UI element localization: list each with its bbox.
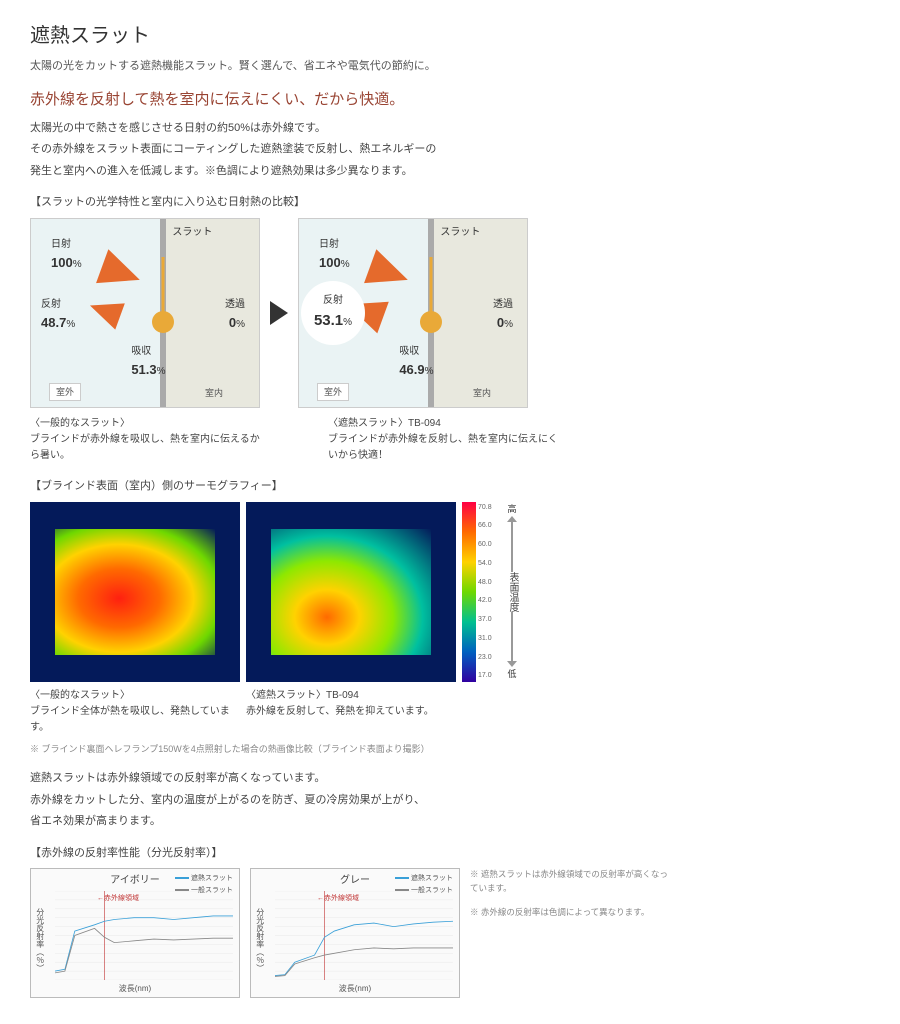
diagram-standard-slat: スラット 日射 100% 反射 48.7% 透過 0% 吸収 51.3% 室外 … xyxy=(30,218,260,408)
thermo-row: 70.866.060.054.048.042.037.031.023.017.0… xyxy=(30,502,870,682)
sunlight-label: 日射 100% xyxy=(51,237,82,274)
slat-label: スラット xyxy=(440,225,480,241)
chart-x-label: 波長(nm) xyxy=(119,983,151,996)
thermo-section-label: 【ブラインド表面（室内）側のサーモグラフィー】 xyxy=(30,478,870,496)
thermo-captions: 〈一般的なスラット〉 ブラインド全体が熱を吸収し、発熱しています。 〈遮熱スラッ… xyxy=(30,688,870,736)
chart-title: グレー xyxy=(340,873,370,889)
reflect-label: 反射 48.7% xyxy=(41,297,75,334)
thermo-caption-right: 〈遮熱スラット〉TB-094 赤外線を反射して、発熱を抑えています。 xyxy=(246,688,456,736)
chart-title: アイボリー xyxy=(110,873,160,889)
chart-gray: グレー 遮熱スラット 一般スラット ←赤外線領域 分光反射率（％） 波長(nm) xyxy=(250,868,460,998)
chart-notes: ※ 遮熱スラットは赤外線領域での反射率が高くなっています。 ※ 赤外線の反射率は… xyxy=(470,868,670,919)
heading-red: 赤外線を反射して熱を室内に伝えにくい、だから快適。 xyxy=(30,88,870,112)
body-line-3: 発生と室内への進入を低減します。※色調により遮熱効果は多少異なります。 xyxy=(30,163,870,181)
page-title: 遮熱スラット xyxy=(30,20,870,52)
comparison-arrow-icon xyxy=(270,301,288,325)
chart-y-label: 分光反射率（％） xyxy=(253,908,266,972)
sunlight-label: 日射 100% xyxy=(319,237,350,274)
body-line-1: 太陽光の中で熱さを感じさせる日射の約50%は赤外線です。 xyxy=(30,120,870,138)
chart-ivory: アイボリー 遮熱スラット 一般スラット ←赤外線領域 分光反射率（％） 波長(n… xyxy=(30,868,240,998)
diagram-caption-right: 〈遮熱スラット〉TB-094 ブラインドが赤外線を反射し、熱を室内に伝えにくいか… xyxy=(328,416,558,464)
charts-section-label: 【赤外線の反射率性能（分光反射率）】 xyxy=(30,845,870,863)
indoor-badge: 室内 xyxy=(467,385,497,401)
diagram-heat-slat: スラット 日射 100% 反射 53.1% 透過 0% 吸収 46.9% 室外 … xyxy=(298,218,528,408)
thermo-footnote: ※ ブラインド裏面ヘレフランプ150Wを4点照射した場合の熱画像比較（ブラインド… xyxy=(30,742,870,756)
slat-label: スラット xyxy=(172,225,212,241)
thermo-scale-axis: 高 表面温度 低 xyxy=(504,502,520,682)
thermo-caption-left: 〈一般的なスラット〉 ブラインド全体が熱を吸収し、発熱しています。 xyxy=(30,688,240,736)
diagram-caption-left: 〈一般的なスラット〉 ブラインドが赤外線を吸収し、熱を室内に伝えるから暑い。 xyxy=(30,416,260,464)
chart-x-label: 波長(nm) xyxy=(339,983,371,996)
lower-text-2: 赤外線をカットした分、室内の温度が上がるのを防ぎ、夏の冷房効果が上がり、 xyxy=(30,792,870,810)
scale-ticks: 70.866.060.054.048.042.037.031.023.017.0 xyxy=(476,502,492,682)
chart-svg-gray xyxy=(275,891,453,980)
lower-text-3: 省エネ効果が高まります。 xyxy=(30,813,870,831)
page-subtitle: 太陽の光をカットする遮熱機能スラット。賢く選んで、省エネや電気代の節約に。 xyxy=(30,58,870,76)
diagrams-section-label: 【スラットの光学特性と室内に入り込む日射熱の比較】 xyxy=(30,194,870,212)
indoor-badge: 室内 xyxy=(199,385,229,401)
transmit-label: 透過 0% xyxy=(225,297,245,334)
lower-text-1: 遮熱スラットは赤外線領域での反射率が高くなっています。 xyxy=(30,770,870,788)
outdoor-badge: 室外 xyxy=(317,383,349,401)
absorb-label: 吸収 51.3% xyxy=(131,344,165,381)
chart-y-label: 分光反射率（％） xyxy=(33,908,46,972)
outdoor-badge: 室外 xyxy=(49,383,81,401)
thermo-color-scale: 70.866.060.054.048.042.037.031.023.017.0 xyxy=(462,502,494,682)
scale-axis-label: 表面温度 xyxy=(504,572,520,612)
reflect-highlight: 反射 53.1% xyxy=(301,281,365,345)
chart-svg-ivory xyxy=(55,891,233,980)
thermo-image-heat-slat xyxy=(246,502,456,682)
thermo-image-standard xyxy=(30,502,240,682)
diagrams-row: スラット 日射 100% 反射 48.7% 透過 0% 吸収 51.3% 室外 … xyxy=(30,218,870,408)
transmit-label: 透過 0% xyxy=(493,297,513,334)
body-line-2: その赤外線をスラット表面にコーティングした遮熱塗装で反射し、熱エネルギーの xyxy=(30,141,870,159)
charts-row: アイボリー 遮熱スラット 一般スラット ←赤外線領域 分光反射率（％） 波長(n… xyxy=(30,868,870,998)
diagram-captions: 〈一般的なスラット〉 ブラインドが赤外線を吸収し、熱を室内に伝えるから暑い。 〈… xyxy=(30,416,870,464)
absorb-label: 吸収 46.9% xyxy=(399,344,433,381)
